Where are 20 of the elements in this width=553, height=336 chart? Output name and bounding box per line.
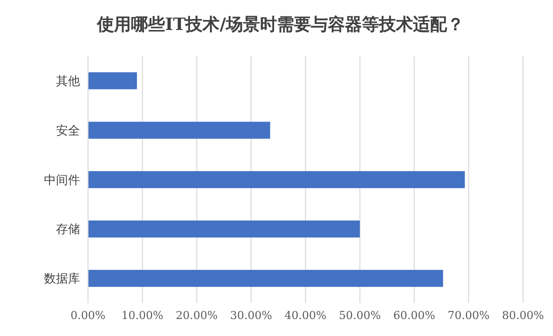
chart-title: 使用哪些IT技术/场景时需要与容器等技术适配？	[96, 14, 465, 37]
x-tick-label: 10.00%	[121, 308, 164, 322]
x-tick-label: 20.00%	[176, 308, 218, 322]
x-tick-label: 60.00%	[393, 308, 436, 322]
bar	[88, 72, 137, 90]
x-tick-label: 30.00%	[230, 308, 272, 322]
x-tick-label: 50.00%	[338, 308, 381, 322]
x-tick-label: 80.00%	[502, 308, 544, 322]
bar	[88, 122, 270, 139]
x-tick-label: 0.00%	[70, 308, 106, 322]
y-tick-label: 中间件	[44, 172, 80, 187]
y-tick-label: 存储	[56, 222, 80, 236]
x-tick-label: 40.00%	[284, 308, 326, 322]
bar	[88, 171, 465, 188]
y-tick-label: 安全	[56, 123, 80, 138]
y-tick-label: 数据库	[44, 272, 80, 286]
x-tick-label: 70.00%	[448, 308, 490, 322]
bar	[88, 220, 360, 238]
bar	[88, 270, 444, 287]
y-tick-label: 其他	[56, 74, 80, 88]
